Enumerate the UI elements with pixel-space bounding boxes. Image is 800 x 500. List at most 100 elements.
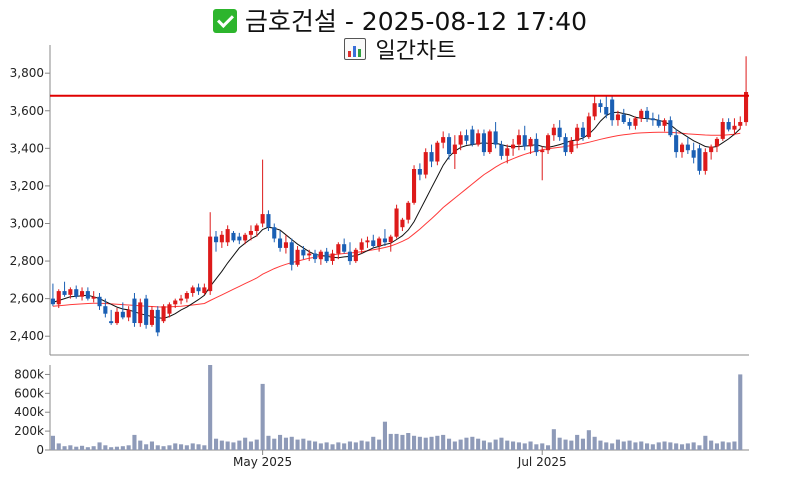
candle-body bbox=[318, 251, 323, 260]
candle-body bbox=[575, 127, 580, 141]
candle-body bbox=[382, 238, 387, 243]
volume-bar bbox=[563, 439, 568, 450]
volume-bar bbox=[196, 444, 201, 450]
ma-short-line bbox=[52, 111, 741, 319]
candle-body bbox=[103, 306, 108, 314]
volume-bar bbox=[429, 436, 434, 450]
volume-bar bbox=[179, 444, 184, 450]
volume-bar bbox=[347, 441, 352, 450]
volume-bar bbox=[470, 436, 475, 450]
candle-body bbox=[476, 133, 481, 145]
volume-bar bbox=[412, 435, 417, 450]
candle-body bbox=[557, 127, 562, 138]
candle-body bbox=[534, 138, 539, 153]
volume-bar bbox=[149, 441, 154, 450]
candle-body bbox=[703, 152, 708, 171]
volume-bar bbox=[598, 440, 603, 450]
candle-body bbox=[56, 291, 61, 305]
volume-bar bbox=[732, 441, 737, 450]
volume-bar bbox=[703, 435, 708, 450]
candle-body bbox=[289, 242, 294, 265]
candle-body bbox=[505, 148, 510, 156]
candle-body bbox=[709, 146, 714, 153]
volume-bar bbox=[388, 433, 393, 450]
volume-bar bbox=[342, 443, 347, 450]
volume-bar bbox=[190, 443, 195, 450]
volume-bar bbox=[464, 437, 469, 450]
volume-bar bbox=[650, 444, 655, 450]
candle-body bbox=[80, 291, 85, 297]
volume-bar bbox=[645, 443, 650, 450]
volume-bar bbox=[214, 438, 219, 450]
volume-bar bbox=[505, 440, 510, 450]
candle-body bbox=[307, 253, 312, 256]
volume-bar bbox=[155, 445, 160, 450]
volume-bar bbox=[662, 441, 667, 450]
volume-bar bbox=[481, 440, 486, 450]
candle-body bbox=[650, 118, 655, 121]
candle-body bbox=[243, 234, 248, 241]
candle-body bbox=[592, 103, 597, 117]
volume-bar bbox=[138, 440, 143, 450]
candle-body bbox=[377, 238, 382, 246]
candle-body bbox=[85, 291, 90, 299]
chart-title-text: 금호건설 - 2025-08-12 17:40 bbox=[244, 7, 588, 36]
volume-bar bbox=[313, 441, 318, 450]
candle-body bbox=[732, 125, 737, 130]
volume-bar bbox=[97, 442, 102, 450]
volume-bar bbox=[720, 441, 725, 450]
volume-bar bbox=[511, 441, 516, 450]
volume-bar bbox=[289, 436, 294, 450]
volume-bar bbox=[546, 445, 551, 450]
volume-bar bbox=[283, 437, 288, 450]
candle-body bbox=[347, 251, 352, 262]
volume-bar bbox=[237, 440, 242, 450]
candle-body bbox=[639, 110, 644, 119]
candle-body bbox=[447, 137, 452, 154]
volume-bar bbox=[85, 447, 90, 450]
volume-tick-label: 800k bbox=[14, 367, 44, 381]
volume-bar bbox=[377, 439, 382, 450]
chart-subtitle-text: 일간차트 bbox=[375, 39, 457, 64]
candle-body bbox=[551, 127, 556, 136]
x-tick-label: Jul 2025 bbox=[517, 455, 567, 469]
candle-body bbox=[324, 251, 329, 262]
candle-body bbox=[714, 138, 719, 147]
volume-bar bbox=[627, 440, 632, 450]
volume-bar bbox=[254, 439, 259, 450]
volume-bar bbox=[248, 441, 253, 450]
volume-bar bbox=[522, 443, 527, 450]
candle-body bbox=[400, 219, 405, 228]
candle-body bbox=[726, 122, 731, 130]
volume-bar bbox=[202, 445, 207, 450]
volume-bar bbox=[318, 443, 323, 450]
volume-bar bbox=[231, 442, 236, 450]
candle-body bbox=[248, 231, 253, 235]
candle-body bbox=[97, 296, 102, 307]
candle-body bbox=[610, 99, 615, 121]
volume-bar bbox=[278, 434, 283, 450]
candle-body bbox=[738, 122, 743, 126]
candle-body bbox=[563, 137, 568, 153]
volume-bar bbox=[208, 365, 213, 450]
candle-body bbox=[429, 152, 434, 162]
candle-body bbox=[569, 140, 574, 153]
volume-bar bbox=[56, 443, 61, 450]
candle-body bbox=[487, 131, 492, 153]
candle-body bbox=[685, 144, 690, 151]
volume-bar bbox=[62, 446, 67, 450]
candle-body bbox=[645, 110, 650, 119]
volume-bar bbox=[417, 436, 422, 450]
candle-body bbox=[371, 240, 376, 246]
candle-body bbox=[272, 227, 277, 239]
candle-body bbox=[120, 311, 125, 318]
price-tick-label: 3,600 bbox=[10, 104, 44, 118]
volume-bar bbox=[225, 441, 230, 450]
candle-body bbox=[464, 135, 469, 141]
candle-body bbox=[132, 298, 137, 323]
candle-body bbox=[691, 150, 696, 158]
candle-body bbox=[744, 92, 749, 123]
price-tick-label: 3,200 bbox=[10, 179, 44, 193]
candle-body bbox=[697, 148, 702, 171]
